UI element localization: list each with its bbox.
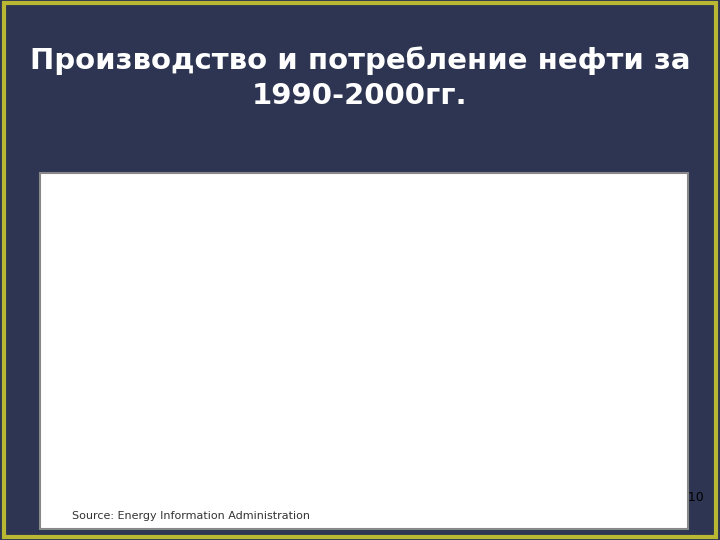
Text: Production: Production bbox=[353, 368, 446, 382]
Y-axis label: Thousans Barrels per Day: Thousans Barrels per Day bbox=[50, 280, 63, 433]
Text: Производство и потребление нефти за
1990-2000гг.: Производство и потребление нефти за 1990… bbox=[30, 46, 690, 110]
Text: Source: Energy Information Administration: Source: Energy Information Administratio… bbox=[72, 511, 310, 522]
Text: Consumption: Consumption bbox=[372, 452, 485, 467]
Title: Venezuela's Oil Production and Consumption
(1990-2010): Venezuela's Oil Production and Consumpti… bbox=[214, 192, 585, 224]
